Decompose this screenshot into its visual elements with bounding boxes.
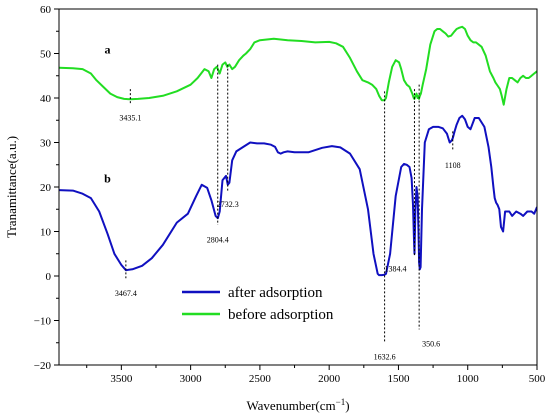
y-tick-label: 0 [46,271,52,283]
peak-label: 3467.4 [115,289,137,298]
peak-label: 1108 [445,161,461,170]
x-tick-label: 2000 [318,373,341,385]
x-tick-label: 1000 [457,373,480,385]
peak-label: 2804.4 [207,236,229,245]
series-line-before [59,25,537,106]
peak-label: 1632.6 [374,353,396,362]
y-tick-label: 40 [40,93,52,105]
x-tick-label: 3500 [110,373,133,385]
x-tick-label: 2500 [249,373,272,385]
peak-label: 1384.4 [384,265,406,274]
legend: after adsorption before adsorption [182,285,334,323]
peak-label: 3435.1 [119,113,141,122]
x-tick-label: 1500 [387,373,410,385]
axes: 3500 3000 2500 2000 1500 1000 500 −20 −10 0 10 20 30… [4,4,546,413]
y-tick-label: −20 [34,360,52,372]
y-tick-label: 60 [40,4,52,16]
peak-label: 350.6 [422,339,440,348]
y-tick-label: 10 [40,227,52,239]
x-axis-title: Wavenumber(cm−1) [246,397,349,413]
x-tick-label: 500 [529,373,546,385]
curve-label-a: a [104,43,110,57]
peak-label: 2732.3 [217,200,239,209]
legend-label-before: before adsorption [228,307,334,323]
x-tick-label: 3000 [180,373,203,385]
y-axis-title: Tranamittance(a.u.) [4,136,19,238]
y-tick-label: 20 [40,182,52,194]
y-tick-label: 50 [40,49,52,61]
plot-area [59,25,537,277]
peak-annotations: a b 3435.1 3467.4 2804.4 2732.3 1632.6 1384.4 35… [104,43,460,362]
curve-label-b: b [104,172,111,186]
series-line-after [59,114,537,277]
y-tick-label: −10 [34,316,52,328]
y-tick-label: 30 [40,138,52,150]
legend-label-after: after adsorption [228,285,323,301]
